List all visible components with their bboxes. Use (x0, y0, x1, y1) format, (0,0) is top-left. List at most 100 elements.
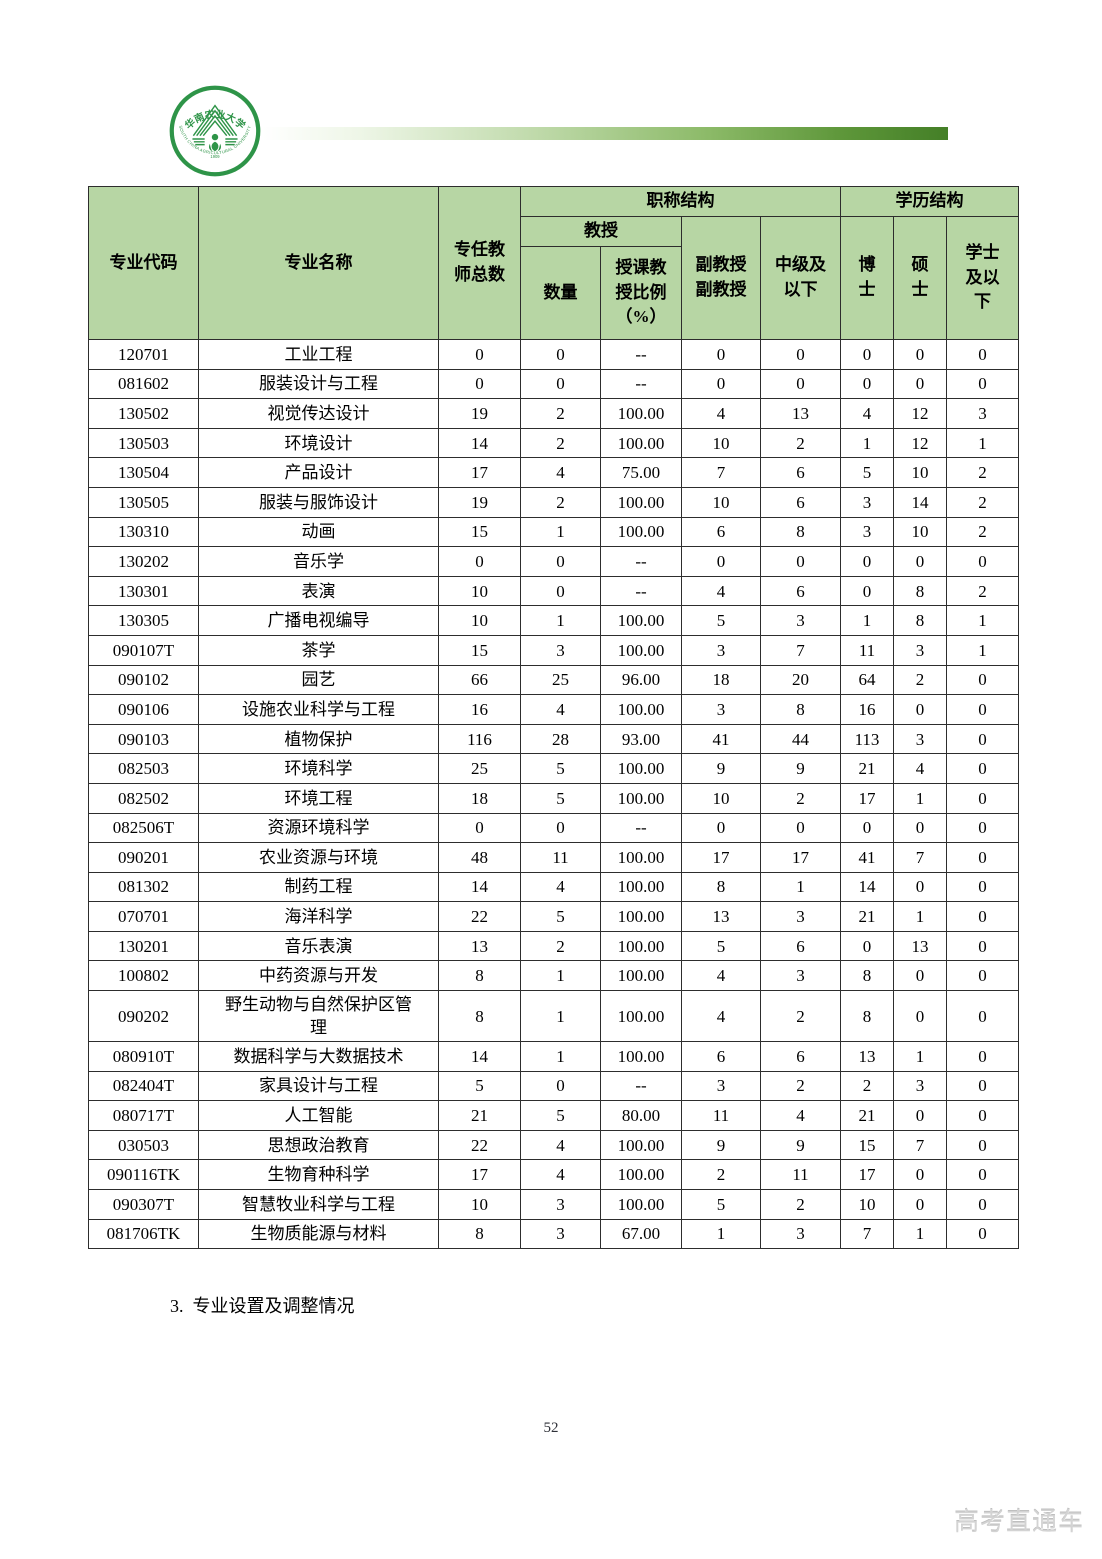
prof-count-cell: 5 (520, 901, 601, 932)
major-code-cell: 090307T (88, 1189, 199, 1220)
bachelor-cell: 0 (945, 368, 1020, 400)
intermediate-cell: 1 (760, 871, 841, 903)
master-cell: 14 (893, 486, 947, 518)
bachelor-cell: 0 (945, 339, 1020, 370)
prof-ratio-cell: 100.00 (600, 1041, 682, 1072)
master-cell: 10 (893, 516, 947, 548)
assoc-prof-cell: 13 (681, 901, 761, 932)
doctor-cell: 8 (840, 960, 894, 992)
doctor-cell: 41 (840, 842, 894, 873)
major-name-cell: 环境科学 (198, 753, 439, 784)
doctor-cell: 21 (840, 753, 894, 784)
table-row: 090116TK 生物育种科学 17 4 100.00 2 11 17 0 0 (88, 1159, 1020, 1191)
logo-year: 1909 (210, 154, 220, 159)
total-teachers-cell: 14 (438, 427, 521, 459)
prof-count-cell: 2 (520, 427, 601, 459)
intermediate-cell: 8 (760, 516, 841, 548)
assoc-prof-cell: 0 (681, 339, 761, 370)
master-cell: 1 (893, 782, 947, 814)
master-cell: 0 (893, 1189, 947, 1220)
master-cell: 3 (893, 723, 947, 755)
major-name-cell: 制药工程 (198, 871, 439, 903)
intermediate-cell: 20 (760, 664, 841, 696)
total-teachers-cell: 15 (438, 516, 521, 548)
major-name-cell: 环境设计 (198, 427, 439, 459)
major-code-cell: 090107T (88, 634, 199, 666)
total-teachers-cell: 8 (438, 990, 521, 1043)
major-code-cell: 130502 (88, 398, 199, 429)
major-code-cell: 090102 (88, 664, 199, 696)
intermediate-cell: 6 (760, 575, 841, 607)
total-teachers-cell: 66 (438, 664, 521, 696)
bachelor-cell: 1 (945, 634, 1020, 666)
prof-count-cell: 3 (520, 1189, 601, 1220)
prof-count-cell: 1 (520, 960, 601, 992)
assoc-prof-cell: 0 (681, 368, 761, 400)
total-teachers-cell: 0 (438, 546, 521, 577)
col-header-assoc-prof: 副教授 副教授 (681, 216, 761, 340)
assoc-prof-cell: 10 (681, 486, 761, 518)
intermediate-cell: 6 (760, 1041, 841, 1072)
bachelor-cell: 0 (945, 782, 1020, 814)
total-teachers-cell: 25 (438, 753, 521, 784)
major-name-cell: 农业资源与环境 (198, 842, 439, 873)
master-cell: 0 (893, 546, 947, 577)
intermediate-cell: 11 (760, 1159, 841, 1191)
master-cell: 0 (893, 960, 947, 992)
doctor-cell: 7 (840, 1218, 894, 1250)
table-row: 130305 广播电视编导 10 1 100.00 5 3 1 8 1 (88, 605, 1020, 636)
assoc-prof-cell: 6 (681, 1041, 761, 1072)
prof-ratio-cell: -- (600, 812, 682, 844)
doctor-cell: 0 (840, 575, 894, 607)
logo-sprout-icon (209, 133, 221, 152)
major-code-cell: 080910T (88, 1041, 199, 1072)
prof-count-cell: 0 (520, 812, 601, 844)
total-teachers-cell: 18 (438, 782, 521, 814)
total-teachers-cell: 22 (438, 1129, 521, 1161)
assoc-prof-cell: 10 (681, 782, 761, 814)
master-cell: 3 (893, 1070, 947, 1102)
major-code-cell: 090202 (88, 990, 199, 1043)
bachelor-cell: 2 (945, 575, 1020, 607)
total-teachers-cell: 19 (438, 398, 521, 429)
prof-count-cell: 4 (520, 1159, 601, 1191)
prof-count-cell: 4 (520, 871, 601, 903)
prof-count-cell: 3 (520, 1218, 601, 1250)
master-cell: 1 (893, 1041, 947, 1072)
bachelor-cell: 2 (945, 486, 1020, 518)
assoc-prof-cell: 5 (681, 1189, 761, 1220)
major-name-cell: 环境工程 (198, 782, 439, 814)
bachelor-cell: 0 (945, 901, 1020, 932)
intermediate-cell: 0 (760, 812, 841, 844)
master-cell: 0 (893, 368, 947, 400)
intermediate-cell: 0 (760, 546, 841, 577)
master-cell: 0 (893, 1159, 947, 1191)
table-row: 080910T 数据科学与大数据技术 14 1 100.00 6 6 13 1 0 (88, 1041, 1020, 1072)
table-header: 专业代码 专业名称 专任教 师总数 职称结构 学历结构 教授 副教授 副教授 中… (88, 186, 1020, 340)
intermediate-cell: 0 (760, 339, 841, 370)
major-name-cell: 茶学 (198, 634, 439, 666)
major-name-cell: 人工智能 (198, 1100, 439, 1131)
bachelor-cell: 0 (945, 723, 1020, 755)
major-code-cell: 100802 (88, 960, 199, 992)
major-code-cell: 130201 (88, 930, 199, 962)
prof-ratio-cell: 100.00 (600, 782, 682, 814)
major-name-cell: 视觉传达设计 (198, 398, 439, 429)
total-teachers-cell: 0 (438, 339, 521, 370)
bachelor-cell: 0 (945, 753, 1020, 784)
doctor-cell: 1 (840, 427, 894, 459)
col-header-doctor: 博 士 (840, 216, 894, 340)
doctor-cell: 17 (840, 782, 894, 814)
prof-ratio-cell: 100.00 (600, 634, 682, 666)
prof-ratio-cell: 100.00 (600, 1129, 682, 1161)
col-header-prof-ratio: 授课教 授比例 （%） (600, 246, 682, 340)
master-cell: 0 (893, 812, 947, 844)
table-row: 130505 服装与服饰设计 19 2 100.00 10 6 3 14 2 (88, 486, 1020, 518)
major-code-cell: 130301 (88, 575, 199, 607)
prof-ratio-cell: 100.00 (600, 930, 682, 962)
prof-ratio-cell: 75.00 (600, 457, 682, 488)
prof-count-cell: 5 (520, 782, 601, 814)
intermediate-cell: 13 (760, 398, 841, 429)
master-cell: 3 (893, 634, 947, 666)
bachelor-cell: 0 (945, 664, 1020, 696)
